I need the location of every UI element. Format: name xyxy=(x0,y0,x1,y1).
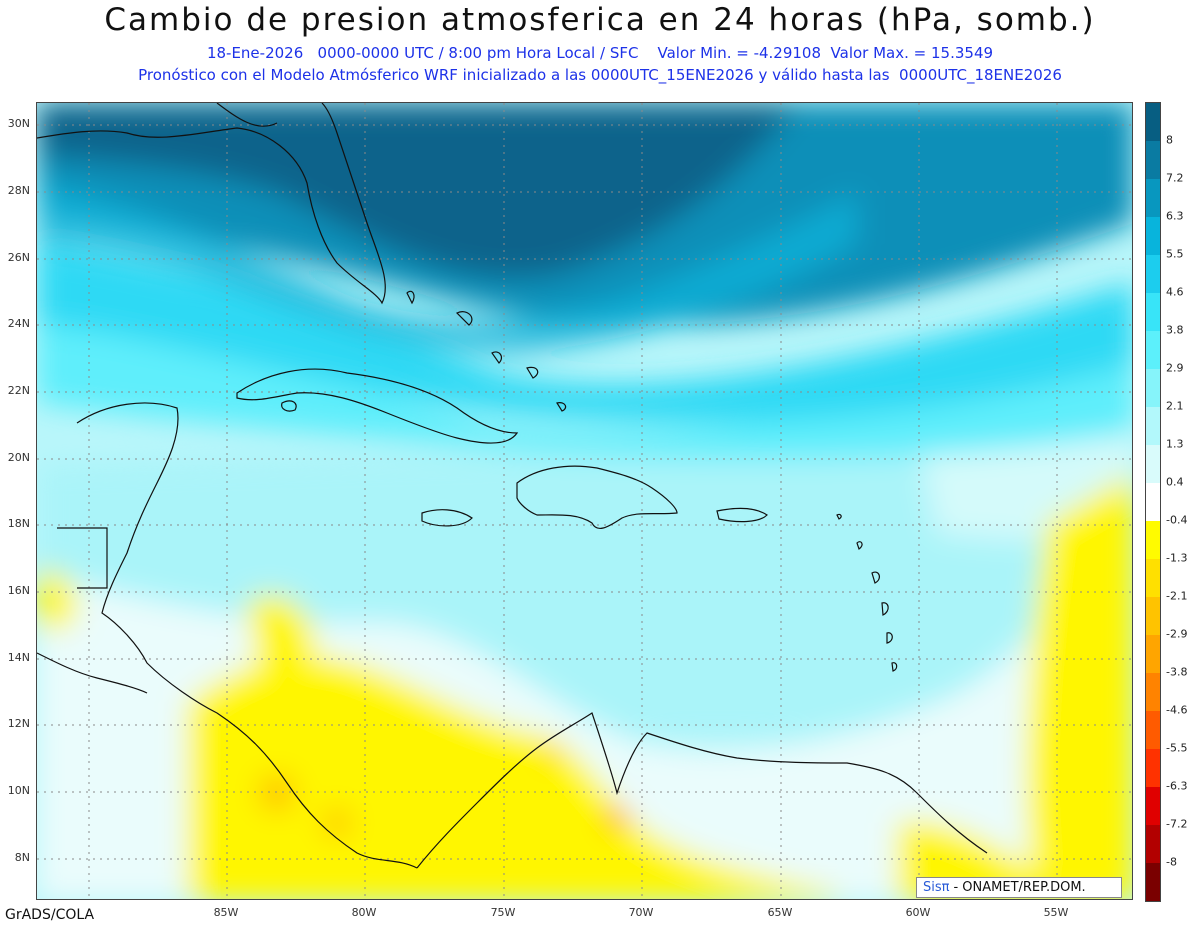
colorbar-label: -6.3 xyxy=(1166,779,1188,793)
colorbar-segment xyxy=(1146,331,1160,369)
lat-label: 12N xyxy=(7,717,30,730)
colorbar-segment xyxy=(1146,445,1160,483)
colorbar-segment xyxy=(1146,749,1160,787)
colorbar-label: 3.8 xyxy=(1166,323,1184,337)
colorbar-segment xyxy=(1146,787,1160,825)
lat-label: 10N xyxy=(7,784,30,797)
onamet-credit-text: - ONAMET/REP.DOM. xyxy=(953,880,1086,895)
colorbar-label: 7.2 xyxy=(1166,171,1184,185)
colorbar-label: -4.6 xyxy=(1166,703,1188,717)
colorbar-segment xyxy=(1146,673,1160,711)
colorbar-segment xyxy=(1146,179,1160,217)
onamet-logo: Sisπ - ONAMET/REP.DOM. xyxy=(916,877,1122,898)
colorbar-segment xyxy=(1146,825,1160,863)
colorbar-label: -2.9 xyxy=(1166,627,1188,641)
colorbar-segment xyxy=(1146,863,1160,901)
graticule xyxy=(37,103,1132,899)
colorbar-label: 1.3 xyxy=(1166,437,1184,451)
map-canvas xyxy=(37,103,1132,899)
sispi-logo-text: Sisπ xyxy=(923,880,950,895)
colorbar-label: -0.4 xyxy=(1166,513,1188,527)
lat-label: 14N xyxy=(7,651,30,664)
lon-label: 60W xyxy=(905,906,931,919)
lat-label: 16N xyxy=(7,584,30,597)
colorbar-segment xyxy=(1146,635,1160,673)
colorbar-segment xyxy=(1146,369,1160,407)
colorbar-label: 5.5 xyxy=(1166,247,1184,261)
colorbar-segment xyxy=(1146,711,1160,749)
map-subtitle-model: Pronóstico con el Modelo Atmósferico WRF… xyxy=(138,66,1062,84)
colorbar-segment xyxy=(1146,559,1160,597)
colorbar-segment xyxy=(1146,255,1160,293)
lon-label: 55W xyxy=(1043,906,1069,919)
colorbar xyxy=(1145,102,1161,902)
lat-label: 26N xyxy=(7,251,30,264)
colorbar-label: -8 xyxy=(1166,855,1177,869)
colorbar-segment xyxy=(1146,217,1160,255)
colorbar-label: 6.3 xyxy=(1166,209,1184,223)
colorbar-segment xyxy=(1146,521,1160,559)
colorbar-label: -2.1 xyxy=(1166,589,1188,603)
lat-label: 22N xyxy=(7,384,30,397)
colorbar-label: 4.6 xyxy=(1166,285,1184,299)
colorbar-label: 0.4 xyxy=(1166,475,1184,489)
lon-label: 75W xyxy=(490,906,516,919)
colorbar-segment xyxy=(1146,103,1160,141)
colorbar-label: -7.2 xyxy=(1166,817,1188,831)
colorbar-label: 2.9 xyxy=(1166,361,1184,375)
lat-label: 30N xyxy=(7,117,30,130)
colorbar-segment xyxy=(1146,407,1160,445)
colorbar-label: 2.1 xyxy=(1166,399,1184,413)
colorbar-segment xyxy=(1146,293,1160,331)
colorbar-segment xyxy=(1146,597,1160,635)
lat-label: 18N xyxy=(7,517,30,530)
colorbar-label: -3.8 xyxy=(1166,665,1188,679)
lon-label: 65W xyxy=(767,906,793,919)
colorbar-label: -5.5 xyxy=(1166,741,1188,755)
lat-label: 20N xyxy=(7,451,30,464)
map-title: Cambio de presion atmosferica en 24 hora… xyxy=(104,2,1096,38)
colorbar-label: -1.3 xyxy=(1166,551,1188,565)
colorbar-segment xyxy=(1146,141,1160,179)
map-subtitle-date: 18-Ene-2026 0000-0000 UTC / 8:00 pm Hora… xyxy=(206,44,994,62)
lat-label: 28N xyxy=(7,184,30,197)
grads-credit: GrADS/COLA xyxy=(5,907,95,923)
coastlines xyxy=(37,103,988,869)
lat-label: 24N xyxy=(7,317,30,330)
lon-label: 80W xyxy=(351,906,377,919)
colorbar-label: 8 xyxy=(1166,133,1173,147)
lat-label: 8N xyxy=(14,851,30,864)
pressure-shading xyxy=(37,103,1132,899)
colorbar-segment xyxy=(1146,483,1160,521)
pressure-change-map xyxy=(36,102,1133,900)
lon-label: 85W xyxy=(213,906,239,919)
lon-label: 70W xyxy=(628,906,654,919)
